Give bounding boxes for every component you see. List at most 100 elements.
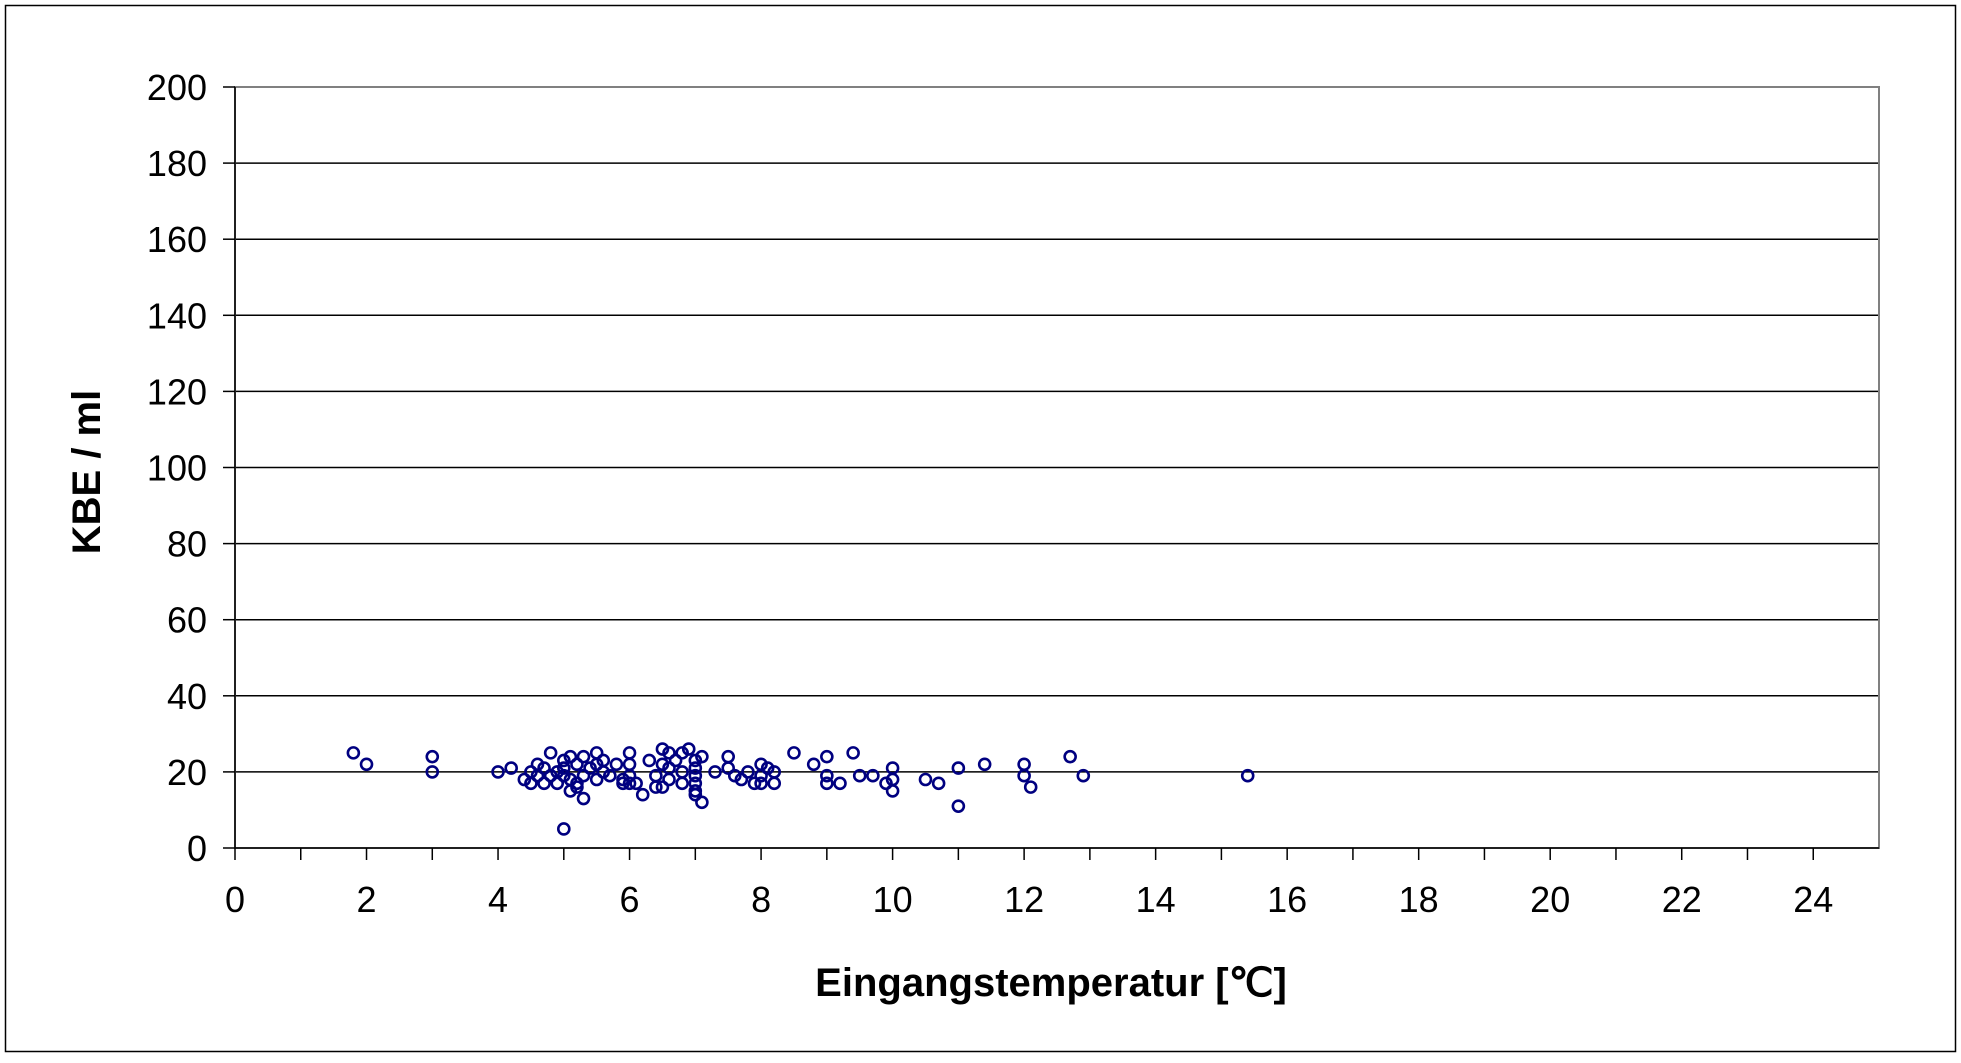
y-tick-label: 180	[147, 143, 207, 184]
x-tick-label: 16	[1267, 879, 1307, 920]
data-point	[806, 757, 821, 772]
data-point	[622, 776, 637, 791]
data-point	[649, 780, 663, 794]
chart-outer-border	[4, 4, 1957, 1053]
data-point	[754, 776, 768, 791]
data-point	[951, 799, 966, 813]
data-point	[885, 784, 900, 798]
data-point	[675, 776, 689, 791]
data-point	[708, 765, 722, 779]
data-point	[688, 768, 703, 783]
data-point	[543, 746, 558, 760]
data-point	[556, 761, 571, 775]
x-tick-label: 18	[1399, 879, 1439, 920]
data-point	[695, 749, 709, 764]
x-tick-label: 14	[1136, 879, 1176, 920]
y-tick-label: 200	[147, 67, 207, 108]
y-tick-label: 0	[187, 828, 207, 869]
data-point	[616, 776, 630, 791]
data-point	[655, 780, 670, 794]
data-point	[570, 780, 584, 794]
data-point	[1076, 768, 1091, 783]
data-point	[570, 757, 584, 772]
data-point	[688, 761, 703, 775]
data-point	[642, 753, 657, 768]
data-point	[741, 765, 755, 779]
y-tick-label: 80	[167, 524, 207, 565]
data-point	[833, 776, 847, 791]
data-points	[346, 742, 1255, 836]
data-point	[556, 822, 571, 836]
data-point	[951, 761, 966, 775]
data-point	[866, 768, 880, 783]
data-point	[504, 761, 518, 775]
data-point	[668, 753, 683, 768]
data-point	[563, 749, 578, 764]
data-point	[767, 765, 782, 779]
data-point	[820, 768, 834, 783]
data-point	[425, 765, 440, 779]
data-point	[530, 768, 545, 783]
x-tick-label: 20	[1530, 879, 1570, 920]
data-point	[846, 746, 860, 760]
data-point	[747, 776, 762, 791]
data-point	[425, 749, 440, 764]
data-point	[918, 772, 933, 787]
data-point	[635, 787, 650, 802]
data-point	[820, 749, 834, 764]
data-point	[359, 757, 374, 772]
data-point	[346, 746, 361, 760]
data-point	[576, 749, 591, 764]
y-tick-label: 100	[147, 448, 207, 489]
data-point	[754, 768, 768, 783]
data-point	[688, 787, 703, 802]
x-tick-label: 24	[1793, 879, 1833, 920]
data-point	[787, 746, 801, 760]
data-point	[576, 791, 591, 806]
y-tick-label: 120	[147, 371, 207, 412]
data-point	[931, 776, 946, 791]
data-point	[695, 795, 709, 810]
data-point	[820, 776, 834, 791]
data-point	[852, 768, 867, 783]
data-point	[1023, 780, 1038, 794]
data-point	[721, 761, 736, 775]
data-point	[622, 768, 637, 783]
y-tick-label: 60	[167, 600, 207, 641]
x-tick-label: 22	[1662, 879, 1702, 920]
y-tick-label: 140	[147, 295, 207, 336]
data-point	[629, 776, 643, 791]
data-point	[576, 768, 591, 783]
data-point	[1063, 749, 1077, 764]
data-point	[603, 768, 617, 783]
y-tick-label: 160	[147, 219, 207, 260]
x-tick-label: 12	[1004, 879, 1044, 920]
data-point	[681, 742, 696, 756]
x-tick-label: 6	[620, 879, 640, 920]
data-point	[537, 776, 551, 791]
data-point	[491, 765, 505, 779]
data-point	[537, 761, 551, 775]
data-point	[589, 772, 604, 787]
x-tick-label: 8	[751, 879, 771, 920]
data-point	[662, 746, 676, 760]
data-point	[609, 757, 624, 772]
data-point	[734, 772, 749, 787]
x-tick-label: 0	[225, 879, 245, 920]
axes	[223, 86, 1879, 860]
data-point	[1240, 768, 1255, 783]
data-point	[977, 757, 992, 772]
x-tick-label: 4	[488, 879, 508, 920]
data-point	[662, 772, 676, 787]
y-tick-label: 20	[167, 752, 207, 793]
y-axis-title: KBE / ml	[65, 390, 109, 554]
data-point	[550, 776, 565, 791]
y-tick-label: 40	[167, 676, 207, 717]
x-tick-label: 2	[357, 879, 377, 920]
data-point	[1017, 768, 1031, 783]
x-tick-label: 10	[873, 879, 913, 920]
x-axis-title: Eingangstemperatur [℃]	[815, 961, 1287, 1005]
